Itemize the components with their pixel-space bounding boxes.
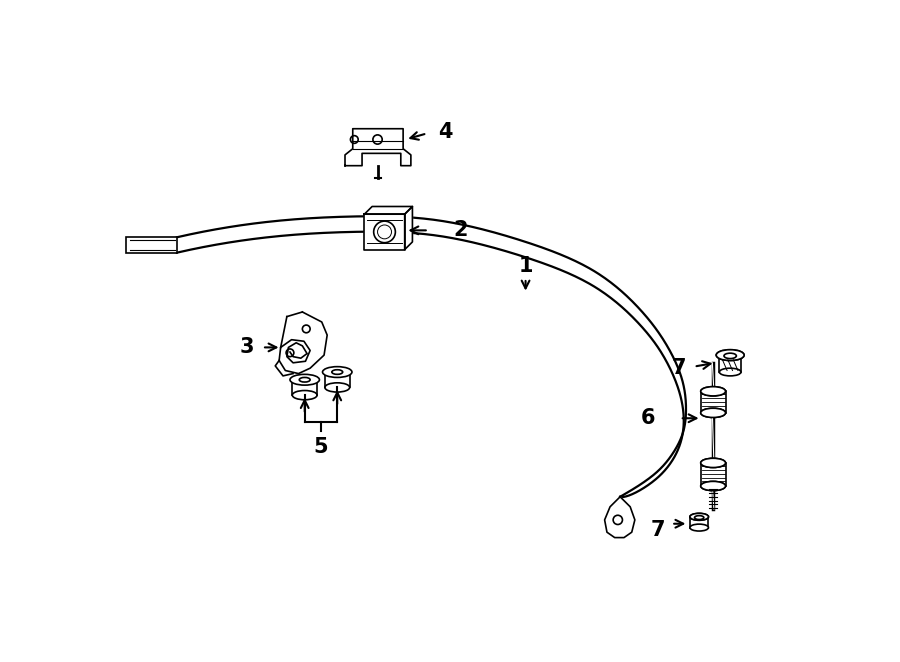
Ellipse shape: [716, 350, 744, 361]
Ellipse shape: [716, 350, 744, 361]
Ellipse shape: [322, 367, 352, 377]
Ellipse shape: [701, 481, 725, 491]
Text: 1: 1: [518, 256, 533, 276]
Ellipse shape: [701, 481, 725, 491]
Polygon shape: [405, 207, 412, 250]
Ellipse shape: [690, 513, 708, 520]
Text: 3: 3: [239, 338, 255, 357]
Ellipse shape: [332, 370, 343, 374]
Ellipse shape: [719, 368, 741, 376]
Ellipse shape: [300, 377, 310, 382]
Bar: [701, 391, 725, 413]
Ellipse shape: [292, 375, 317, 385]
Text: 4: 4: [438, 122, 453, 142]
Ellipse shape: [701, 458, 725, 467]
Ellipse shape: [695, 516, 704, 520]
Ellipse shape: [325, 383, 349, 392]
Ellipse shape: [701, 387, 725, 396]
Ellipse shape: [724, 353, 736, 359]
Ellipse shape: [701, 408, 725, 418]
Text: 2: 2: [454, 220, 468, 240]
Bar: [719, 355, 741, 372]
Bar: [690, 517, 708, 528]
Polygon shape: [605, 496, 634, 538]
Bar: [325, 372, 349, 387]
Polygon shape: [364, 207, 412, 214]
Polygon shape: [345, 128, 411, 166]
Ellipse shape: [701, 387, 725, 396]
Text: 7: 7: [671, 358, 686, 378]
Ellipse shape: [290, 374, 320, 385]
Ellipse shape: [292, 391, 317, 400]
Circle shape: [378, 225, 392, 239]
Text: 6: 6: [641, 408, 655, 428]
Bar: [126, 237, 176, 253]
Text: 7: 7: [651, 520, 665, 540]
Polygon shape: [364, 214, 405, 250]
Ellipse shape: [325, 367, 349, 377]
Bar: [701, 463, 725, 486]
Ellipse shape: [701, 408, 725, 418]
Ellipse shape: [690, 513, 708, 520]
Bar: [292, 380, 317, 395]
Circle shape: [374, 221, 395, 243]
Ellipse shape: [690, 524, 708, 531]
Ellipse shape: [701, 458, 725, 467]
Text: 5: 5: [314, 438, 328, 457]
